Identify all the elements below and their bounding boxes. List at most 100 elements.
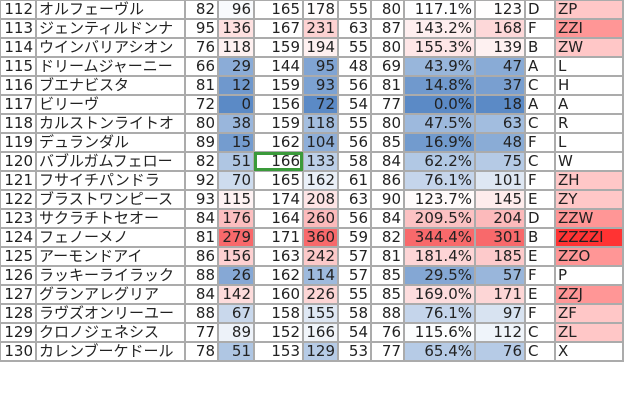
value-cell-c[interactable]: 158 bbox=[253, 303, 304, 324]
percent-cell-pct[interactable]: 76.1% bbox=[403, 303, 476, 324]
value-cell-a[interactable]: 72 bbox=[184, 94, 219, 115]
row-number-cell-no[interactable]: 119 bbox=[0, 132, 37, 153]
value-cell-f[interactable]: 81 bbox=[370, 75, 405, 96]
row-number-cell-no[interactable]: 123 bbox=[0, 208, 37, 229]
percent-cell-pct[interactable]: 155.3% bbox=[403, 37, 476, 58]
grade-cell-grade[interactable]: C bbox=[524, 113, 556, 134]
value-cell-c[interactable]: 159 bbox=[253, 113, 304, 134]
scaled-value-cell-b[interactable]: 115 bbox=[217, 189, 255, 210]
value-cell-a[interactable]: 88 bbox=[184, 303, 219, 324]
percent-cell-pct[interactable]: 117.1% bbox=[403, 0, 476, 20]
name-cell-name[interactable]: ドリームジャーニー bbox=[35, 56, 186, 77]
percent-cell-pct[interactable]: 123.7% bbox=[403, 189, 476, 210]
rank-cell-rank[interactable]: W bbox=[554, 151, 624, 172]
scaled-value-cell-b[interactable]: 70 bbox=[217, 170, 255, 191]
scaled-value-cell-d[interactable]: 104 bbox=[302, 132, 339, 153]
scaled-value-cell-g[interactable]: 18 bbox=[474, 94, 526, 115]
value-cell-c[interactable]: 165 bbox=[253, 0, 304, 20]
grade-cell-grade[interactable]: C bbox=[524, 75, 556, 96]
grade-cell-grade[interactable]: C bbox=[524, 322, 556, 343]
value-cell-f[interactable]: 80 bbox=[370, 37, 405, 58]
scaled-value-cell-g[interactable]: 204 bbox=[474, 208, 526, 229]
percent-cell-pct[interactable]: 62.2% bbox=[403, 151, 476, 172]
percent-cell-pct[interactable]: 0.0% bbox=[403, 94, 476, 115]
name-cell-name[interactable]: カルストンライトオ bbox=[35, 113, 186, 134]
value-cell-e[interactable]: 56 bbox=[337, 208, 372, 229]
scaled-value-cell-d[interactable]: 242 bbox=[302, 246, 339, 267]
value-cell-f[interactable]: 88 bbox=[370, 303, 405, 324]
grade-cell-grade[interactable]: F bbox=[524, 170, 556, 191]
grade-cell-grade[interactable]: F bbox=[524, 18, 556, 39]
scaled-value-cell-d[interactable]: 133 bbox=[302, 151, 339, 172]
scaled-value-cell-b[interactable]: 38 bbox=[217, 113, 255, 134]
value-cell-a[interactable]: 78 bbox=[184, 341, 219, 362]
value-cell-f[interactable]: 85 bbox=[370, 265, 405, 286]
row-number-cell-no[interactable]: 128 bbox=[0, 303, 37, 324]
percent-cell-pct[interactable]: 344.4% bbox=[403, 227, 476, 248]
scaled-value-cell-d[interactable]: 260 bbox=[302, 208, 339, 229]
value-cell-e[interactable]: 53 bbox=[337, 341, 372, 362]
rank-cell-rank[interactable]: L bbox=[554, 132, 624, 153]
rank-cell-rank[interactable]: X bbox=[554, 341, 624, 362]
value-cell-a[interactable]: 76 bbox=[184, 37, 219, 58]
name-cell-name[interactable]: サクラチトセオー bbox=[35, 208, 186, 229]
grade-cell-grade[interactable]: F bbox=[524, 132, 556, 153]
value-cell-f[interactable]: 87 bbox=[370, 18, 405, 39]
value-cell-e[interactable]: 57 bbox=[337, 246, 372, 267]
scaled-value-cell-d[interactable]: 155 bbox=[302, 303, 339, 324]
name-cell-name[interactable]: ブエナビスタ bbox=[35, 75, 186, 96]
row-number-cell-no[interactable]: 114 bbox=[0, 37, 37, 58]
name-cell-name[interactable]: デュランダル bbox=[35, 132, 186, 153]
scaled-value-cell-d[interactable]: 178 bbox=[302, 0, 339, 20]
value-cell-e[interactable]: 59 bbox=[337, 227, 372, 248]
value-cell-c[interactable]: 153 bbox=[253, 341, 304, 362]
value-cell-c[interactable]: 162 bbox=[253, 132, 304, 153]
rank-cell-rank[interactable]: ZZZZI bbox=[554, 227, 624, 248]
scaled-value-cell-b[interactable]: 142 bbox=[217, 284, 255, 305]
grade-cell-grade[interactable]: E bbox=[524, 246, 556, 267]
percent-cell-pct[interactable]: 209.5% bbox=[403, 208, 476, 229]
scaled-value-cell-d[interactable]: 93 bbox=[302, 75, 339, 96]
scaled-value-cell-g[interactable]: 112 bbox=[474, 322, 526, 343]
scaled-value-cell-b[interactable]: 96 bbox=[217, 0, 255, 20]
scaled-value-cell-g[interactable]: 37 bbox=[474, 75, 526, 96]
value-cell-a[interactable]: 92 bbox=[184, 170, 219, 191]
value-cell-f[interactable]: 85 bbox=[370, 132, 405, 153]
scaled-value-cell-b[interactable]: 15 bbox=[217, 132, 255, 153]
percent-cell-pct[interactable]: 115.6% bbox=[403, 322, 476, 343]
percent-cell-pct[interactable]: 181.4% bbox=[403, 246, 476, 267]
scaled-value-cell-g[interactable]: 63 bbox=[474, 113, 526, 134]
name-cell-name[interactable]: グランアレグリア bbox=[35, 284, 186, 305]
value-cell-c[interactable]: 163 bbox=[253, 246, 304, 267]
value-cell-e[interactable]: 56 bbox=[337, 75, 372, 96]
value-cell-c[interactable]: 164 bbox=[253, 208, 304, 229]
rank-cell-rank[interactable]: ZZW bbox=[554, 208, 624, 229]
percent-cell-pct[interactable]: 43.9% bbox=[403, 56, 476, 77]
grade-cell-grade[interactable]: C bbox=[524, 341, 556, 362]
scaled-value-cell-g[interactable]: 48 bbox=[474, 132, 526, 153]
value-cell-c[interactable]: 159 bbox=[253, 75, 304, 96]
rank-cell-rank[interactable]: R bbox=[554, 113, 624, 134]
value-cell-c[interactable]: 144 bbox=[253, 56, 304, 77]
row-number-cell-no[interactable]: 124 bbox=[0, 227, 37, 248]
value-cell-f[interactable]: 85 bbox=[370, 284, 405, 305]
value-cell-c[interactable]: 152 bbox=[253, 322, 304, 343]
grade-cell-grade[interactable]: E bbox=[524, 189, 556, 210]
scaled-value-cell-g[interactable]: 301 bbox=[474, 227, 526, 248]
value-cell-e[interactable]: 56 bbox=[337, 132, 372, 153]
percent-cell-pct[interactable]: 143.2% bbox=[403, 18, 476, 39]
grade-cell-grade[interactable]: B bbox=[524, 227, 556, 248]
value-cell-a[interactable]: 80 bbox=[184, 113, 219, 134]
value-cell-f[interactable]: 90 bbox=[370, 189, 405, 210]
name-cell-name[interactable]: フェノーメノ bbox=[35, 227, 186, 248]
value-cell-f[interactable]: 77 bbox=[370, 341, 405, 362]
scaled-value-cell-b[interactable]: 118 bbox=[217, 37, 255, 58]
scaled-value-cell-g[interactable]: 47 bbox=[474, 56, 526, 77]
scaled-value-cell-d[interactable]: 208 bbox=[302, 189, 339, 210]
scaled-value-cell-g[interactable]: 97 bbox=[474, 303, 526, 324]
scaled-value-cell-g[interactable]: 139 bbox=[474, 37, 526, 58]
row-number-cell-no[interactable]: 125 bbox=[0, 246, 37, 267]
scaled-value-cell-b[interactable]: 51 bbox=[217, 151, 255, 172]
value-cell-a[interactable]: 84 bbox=[184, 284, 219, 305]
rank-cell-rank[interactable]: ZY bbox=[554, 189, 624, 210]
